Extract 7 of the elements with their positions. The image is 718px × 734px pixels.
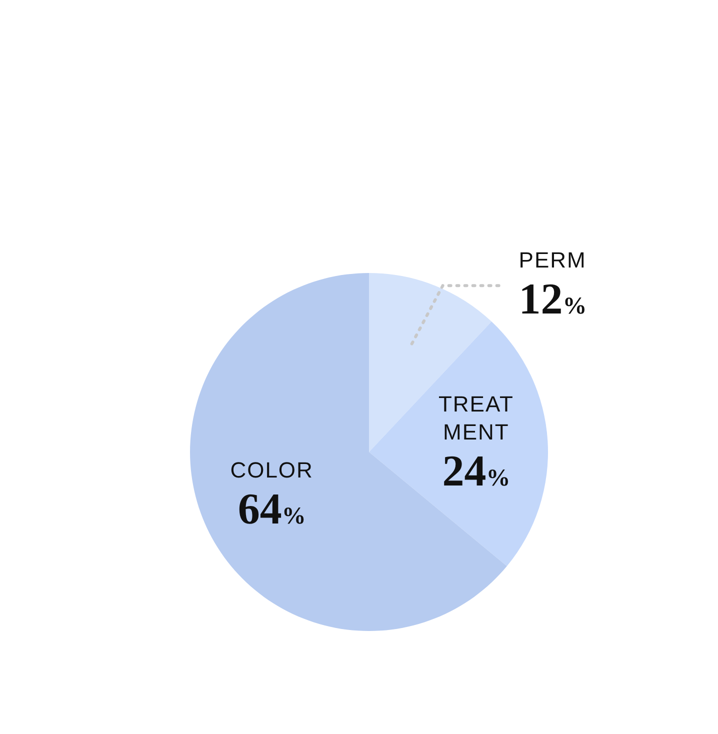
slice-label: COLOR — [230, 458, 314, 483]
data-label: 24% — [442, 446, 510, 496]
pie-slice — [369, 322, 548, 566]
slice-label: PERM — [518, 248, 586, 273]
data-label: 64% — [238, 484, 306, 534]
data-label: 12% — [518, 274, 587, 324]
slice-label: TREAT MENT — [438, 391, 514, 444]
